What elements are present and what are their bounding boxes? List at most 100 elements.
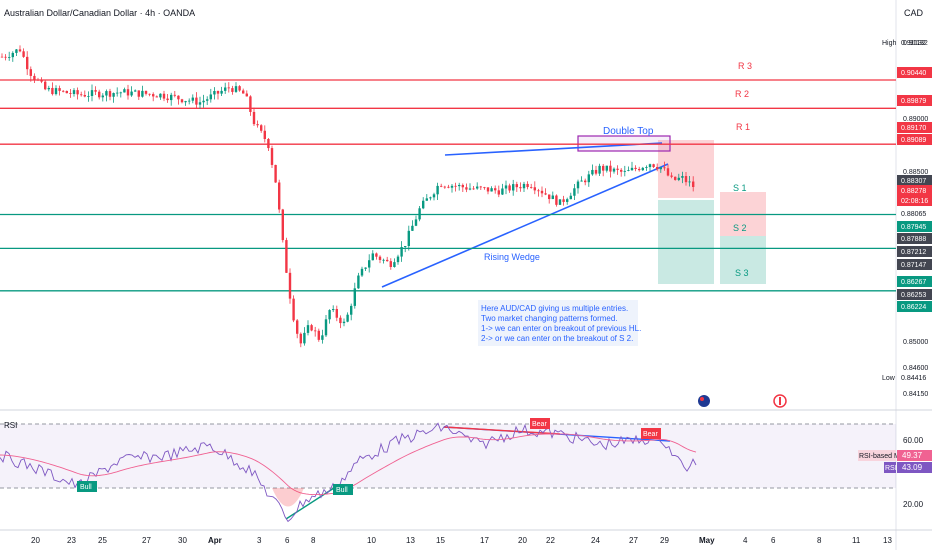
double-top-box[interactable] [577, 135, 671, 152]
date-tick: 15 [436, 536, 445, 545]
currency-label: CAD [904, 8, 924, 18]
date-tick: 27 [629, 536, 638, 545]
candle-body [548, 194, 551, 200]
level-label-r1: R 1 [736, 122, 750, 132]
price-tag-bg [897, 301, 932, 312]
candle-body [306, 325, 310, 333]
candle-body [638, 168, 641, 171]
candle-body [321, 335, 324, 340]
candle-body [515, 184, 518, 188]
candle-body [544, 193, 547, 195]
level-label-s1: S 1 [733, 183, 747, 193]
candle-body [389, 261, 392, 267]
candle-body [508, 185, 511, 191]
au-flag-icon[interactable] [698, 395, 710, 407]
candle-body [666, 168, 670, 176]
candle-body [252, 111, 256, 125]
candle-body [249, 96, 252, 112]
candle-body [234, 86, 238, 92]
candle-body [116, 92, 119, 94]
candle-body [98, 91, 101, 98]
date-tick: 13 [883, 536, 892, 545]
candle-body [227, 87, 230, 89]
candle-body [80, 94, 83, 96]
candle-body [562, 199, 565, 202]
candle-body [688, 181, 691, 183]
note-line-3: 1-> we can enter on breakout of previous… [481, 324, 641, 333]
candle-body [177, 95, 180, 100]
rsi-tag [884, 462, 896, 473]
candle-body [566, 199, 569, 202]
candle-body [26, 56, 29, 70]
date-tick: 6 [771, 536, 776, 545]
candle-body [40, 79, 43, 82]
candle-body [400, 247, 403, 257]
date-tick: 10 [367, 536, 376, 545]
candle-body [476, 186, 479, 189]
candle-body [83, 94, 86, 97]
candle-body [11, 52, 14, 58]
candle-body [360, 268, 364, 276]
candle-body [148, 93, 151, 95]
candle-body [670, 175, 673, 177]
rsi-signal-bull-1-label: Bull [80, 484, 92, 491]
price-tag-bg [897, 276, 932, 287]
candle-body [105, 91, 108, 96]
candle-body [72, 90, 76, 94]
candle-body [15, 49, 18, 53]
candle-body [573, 188, 576, 196]
date-tick: 11 [852, 536, 861, 545]
candle-body [166, 98, 169, 101]
candle-body [180, 99, 184, 103]
date-tick: 24 [591, 536, 600, 545]
candle-body [404, 246, 407, 248]
candle-body [112, 93, 115, 97]
price-tag: 0.88065 [901, 211, 926, 218]
price-tag-label: High [882, 40, 897, 47]
candle-body [270, 148, 274, 165]
candle-body [407, 230, 410, 247]
candle-body [87, 95, 90, 97]
candle-body [616, 168, 619, 170]
candle-body [231, 88, 234, 92]
candles [0, 45, 695, 348]
candle-body [173, 94, 176, 96]
date-axis[interactable]: 20 23 25 27 30 Apr 3 6 8 10 13 15 17 20 … [31, 536, 892, 545]
candle-body [342, 321, 346, 324]
price-tag-bg [897, 246, 932, 257]
chart-title: Australian Dollar/Canadian Dollar · 4h ·… [4, 8, 195, 18]
short-reward-box-1 [658, 200, 714, 284]
candle-body [76, 90, 79, 95]
price-tag: 0.86253 [901, 292, 926, 299]
candle-body [141, 90, 144, 97]
wedge-upper-line[interactable] [444, 142, 663, 156]
rsi-signal-bull-2 [333, 484, 353, 495]
candle-body [202, 100, 205, 103]
rsi-band [0, 424, 896, 488]
candle-body [292, 298, 295, 321]
price-axis[interactable]: 0.91132 0.89000 0.88500 0.85000 0.84600 … [903, 40, 928, 398]
candle-body [519, 187, 522, 189]
ca-flag-icon[interactable] [773, 394, 787, 408]
rsi-signal-bear-2 [641, 428, 661, 439]
candle-body [656, 167, 659, 170]
price-tag: 0.89170 [901, 125, 926, 132]
price-tag-label: Low [882, 375, 896, 382]
date-tick: 29 [660, 536, 669, 545]
candle-body [674, 176, 677, 180]
candle-body [512, 184, 515, 191]
candle-body [386, 259, 389, 262]
candle-body [364, 267, 367, 269]
wedge-lower-line[interactable] [381, 163, 669, 288]
price-tag-bg [897, 233, 932, 244]
candle-body [378, 256, 382, 260]
candle-body [191, 97, 194, 101]
note-box [478, 300, 638, 346]
candle-body [648, 164, 652, 168]
price-tag: 0.88278 [901, 188, 926, 195]
date-tick: 8 [311, 536, 316, 545]
candle-body [350, 305, 353, 315]
candle-body [274, 164, 277, 183]
